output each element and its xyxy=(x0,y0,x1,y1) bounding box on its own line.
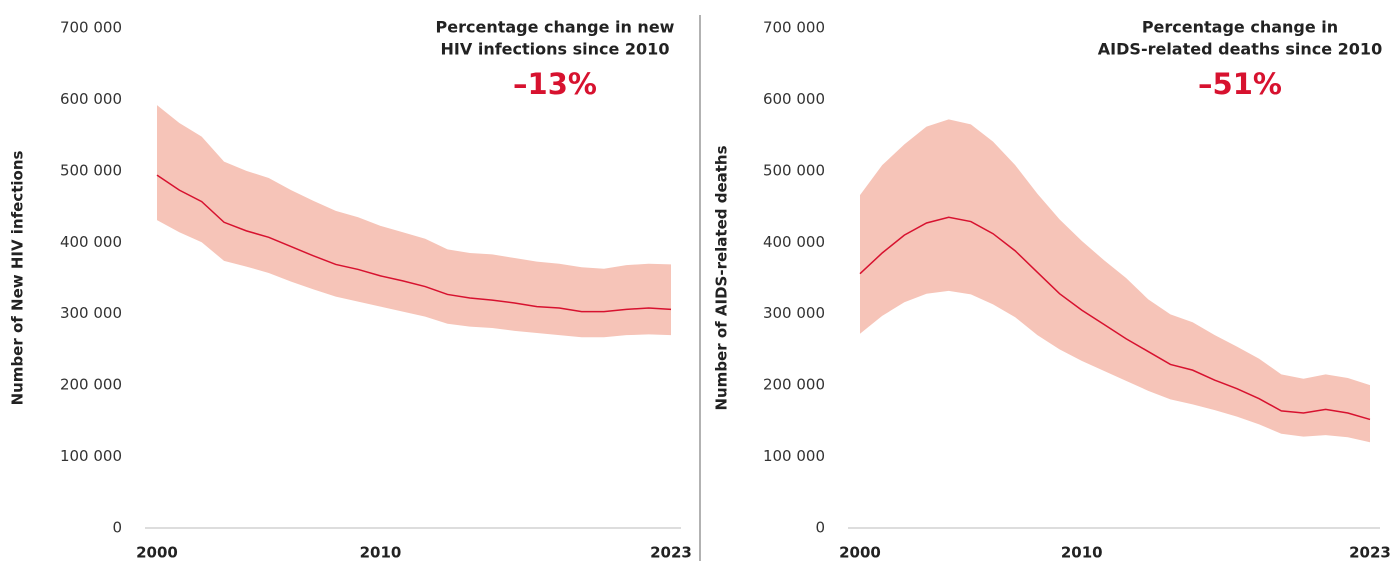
x-tick-label: 2000 xyxy=(839,544,881,561)
y-tick-label: 600 000 xyxy=(60,90,122,108)
x-tick-label: 2000 xyxy=(136,544,178,561)
y-tick-label: 500 000 xyxy=(763,161,825,179)
x-tick-label: 2023 xyxy=(650,544,692,561)
y-tick-label: 0 xyxy=(815,519,825,537)
y-axis-label: Number of New HIV infections xyxy=(9,151,27,406)
y-tick-label: 300 000 xyxy=(60,304,122,322)
y-tick-label: 700 000 xyxy=(60,19,122,37)
y-tick-label: 100 000 xyxy=(763,447,825,465)
y-axis-label: Number of AIDS-related deaths xyxy=(713,145,731,410)
y-tick-label: 200 000 xyxy=(60,376,122,394)
y-tick-label: 200 000 xyxy=(763,376,825,394)
annotation: AIDS-related deaths since 2010 xyxy=(1098,40,1382,59)
x-tick-label: 2010 xyxy=(1061,544,1103,561)
x-tick-label: 2010 xyxy=(360,544,402,561)
estimate-line xyxy=(156,174,672,313)
y-tick-label: 0 xyxy=(112,519,122,537)
y-tick-label: 600 000 xyxy=(763,90,825,108)
annotation: Percentage change in new xyxy=(436,18,675,37)
y-tick-label: 400 000 xyxy=(60,233,122,251)
uncertainty-band xyxy=(860,119,1370,443)
percent-change: –51% xyxy=(1198,67,1282,101)
y-tick-label: 100 000 xyxy=(60,447,122,465)
percent-change: –13% xyxy=(513,67,597,101)
y-tick-label: 700 000 xyxy=(763,19,825,37)
annotation: HIV infections since 2010 xyxy=(441,40,670,59)
y-tick-label: 500 000 xyxy=(60,161,122,179)
x-tick-label: 2023 xyxy=(1349,544,1391,561)
y-tick-label: 300 000 xyxy=(763,304,825,322)
uncertainty-band xyxy=(157,105,671,338)
y-tick-label: 400 000 xyxy=(763,233,825,251)
annotation: Percentage change in xyxy=(1142,18,1338,37)
estimate-line xyxy=(859,216,1371,421)
